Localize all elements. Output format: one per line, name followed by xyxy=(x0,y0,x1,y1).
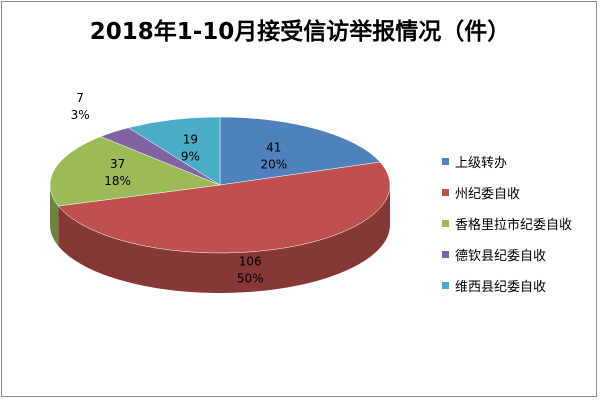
legend-label: 香格里拉市纪委自收 xyxy=(455,218,573,233)
legend-item: 德钦县纪委自收 xyxy=(442,245,592,264)
data-label-value: 7 xyxy=(76,91,84,105)
legend-item: 维西县纪委自收 xyxy=(442,276,592,295)
pie-top xyxy=(49,116,391,254)
pie-slice xyxy=(127,116,221,186)
pie-slice xyxy=(57,161,391,254)
legend-swatch xyxy=(442,189,449,196)
legend-label: 德钦县纪委自收 xyxy=(455,249,547,264)
pie-labels: 41 20% 106 50% 37 18% 7 3% 19 9% xyxy=(71,91,288,286)
data-label-percent: 50% xyxy=(237,271,264,285)
data-label-value: 41 xyxy=(266,140,281,154)
legend-swatch xyxy=(442,282,449,289)
legend: 上级转办 州纪委自收 香格里拉市纪委自收 德钦县纪委自收 维西县纪委自收 xyxy=(442,152,592,307)
pie-sides xyxy=(50,185,390,293)
data-label-percent: 3% xyxy=(71,108,90,122)
legend-swatch xyxy=(442,158,449,165)
legend-item: 州纪委自收 xyxy=(442,183,592,202)
legend-swatch xyxy=(442,220,449,227)
pie-slice xyxy=(49,136,221,207)
legend-item: 上级转办 xyxy=(442,152,592,171)
data-label-percent: 20% xyxy=(260,157,287,171)
legend-label: 上级转办 xyxy=(455,156,508,171)
chart-title: 2018年1-10月接受信访举报情况（件） xyxy=(89,19,511,45)
data-label-value: 19 xyxy=(183,133,198,147)
data-label-value: 106 xyxy=(239,254,262,268)
data-label-percent: 9% xyxy=(181,150,200,164)
pie-slice-side xyxy=(58,185,390,293)
legend-swatch xyxy=(442,251,449,258)
legend-item: 香格里拉市纪委自收 xyxy=(442,214,592,233)
legend-label: 维西县纪委自收 xyxy=(455,280,547,295)
pie-slice-side xyxy=(50,185,59,247)
pie-slice xyxy=(219,116,381,186)
data-label-percent: 18% xyxy=(104,174,131,188)
data-label-value: 37 xyxy=(110,157,125,171)
legend-label: 州纪委自收 xyxy=(455,187,521,202)
